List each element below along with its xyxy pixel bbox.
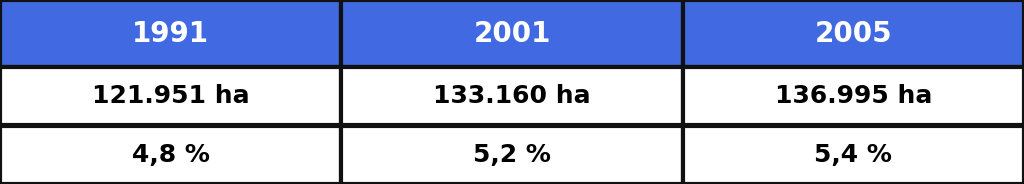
Text: 4,8 %: 4,8 % [132, 143, 210, 167]
Text: 121.951 ha: 121.951 ha [92, 84, 250, 108]
Text: 5,4 %: 5,4 % [814, 143, 892, 167]
Text: 5,2 %: 5,2 % [473, 143, 551, 167]
Bar [341, 0, 683, 67]
Text: 133.160 ha: 133.160 ha [433, 84, 591, 108]
Bar [341, 126, 683, 184]
Bar [341, 67, 683, 125]
Text: 2001: 2001 [473, 20, 551, 48]
Bar [0, 126, 341, 184]
Text: 2005: 2005 [814, 20, 892, 48]
Bar [683, 67, 1024, 125]
Text: 1991: 1991 [132, 20, 209, 48]
Bar [683, 126, 1024, 184]
Text: 136.995 ha: 136.995 ha [774, 84, 932, 108]
Bar [683, 0, 1024, 67]
Bar [0, 67, 341, 125]
Bar [0, 0, 341, 67]
